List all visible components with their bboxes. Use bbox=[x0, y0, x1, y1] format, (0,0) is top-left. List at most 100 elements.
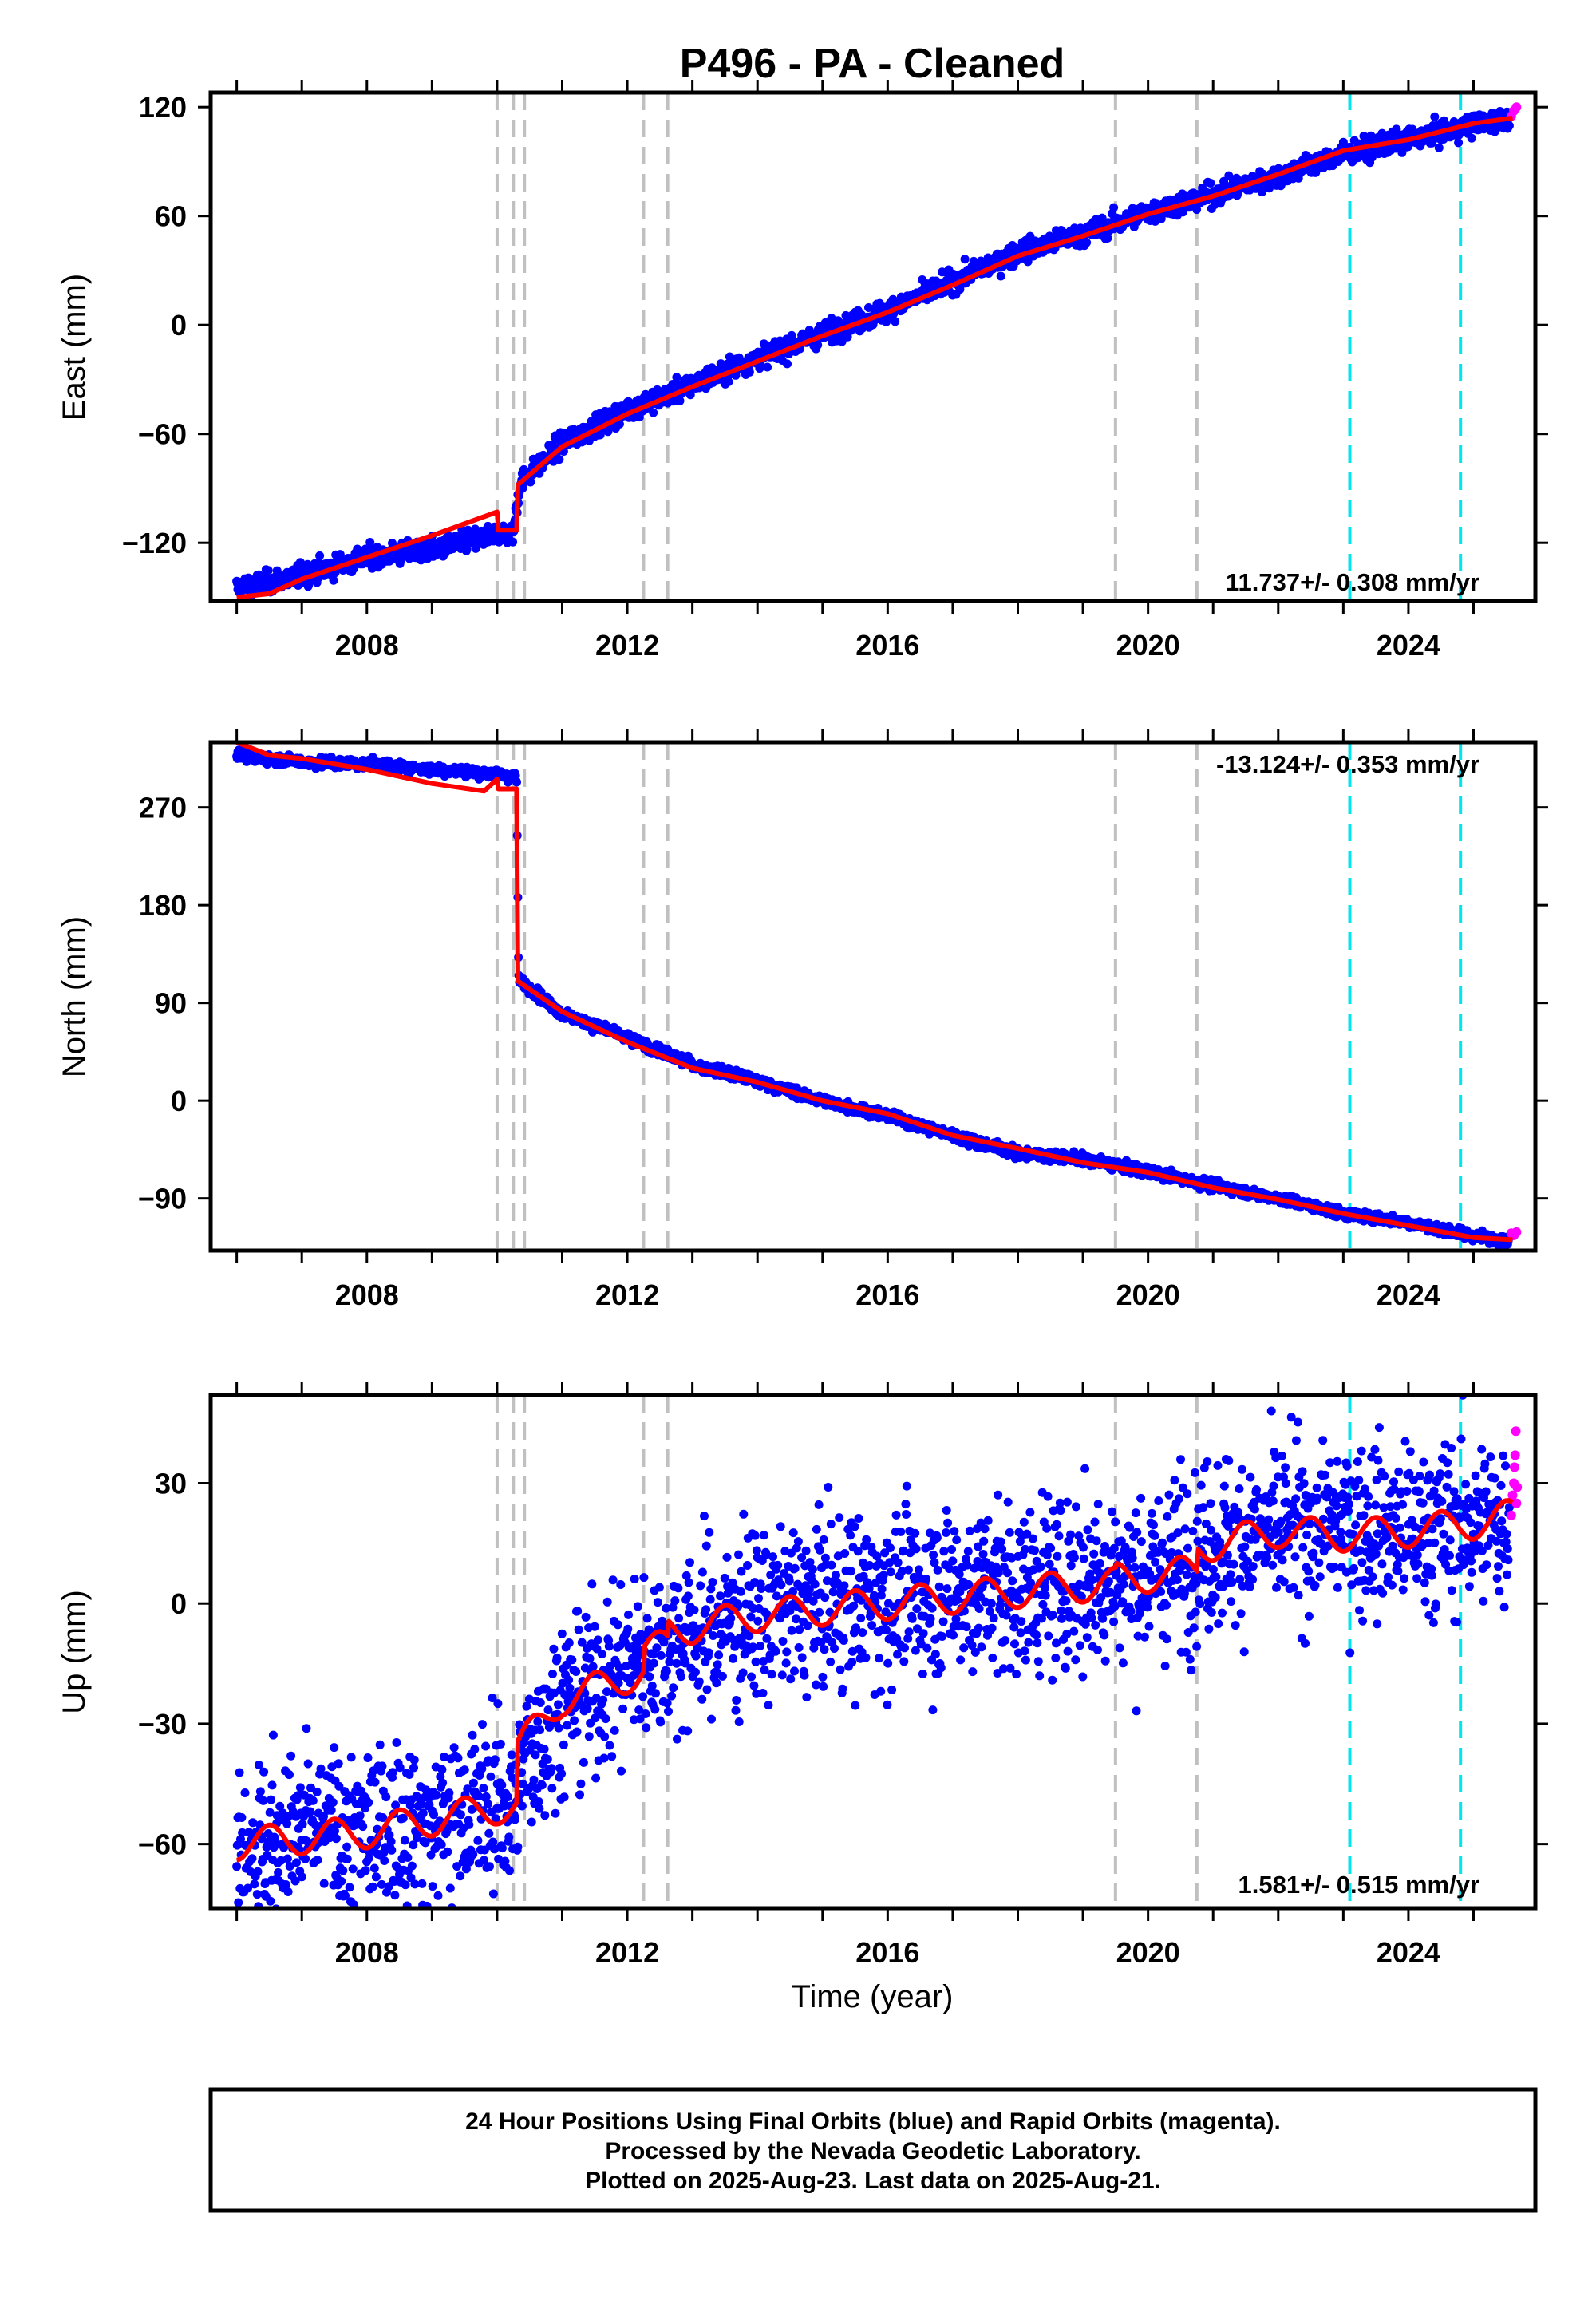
final-orbit-point bbox=[308, 1796, 318, 1805]
final-orbit-point bbox=[282, 1819, 292, 1828]
final-orbit-point bbox=[335, 550, 345, 559]
final-orbit-point bbox=[259, 1796, 268, 1805]
final-orbit-point bbox=[290, 1876, 300, 1886]
final-orbit-point bbox=[302, 1724, 311, 1733]
final-orbit-point bbox=[281, 1880, 290, 1889]
final-orbit-point bbox=[996, 271, 1005, 281]
final-orbit-point bbox=[306, 1807, 315, 1816]
y-tick-label: 180 bbox=[139, 889, 187, 922]
final-orbit-point bbox=[1377, 128, 1387, 138]
final-orbit-point bbox=[319, 1812, 328, 1821]
final-orbit-point bbox=[275, 1801, 285, 1811]
final-orbit-point bbox=[292, 1858, 301, 1867]
final-orbit-point bbox=[275, 1939, 284, 1947]
final-orbit-point bbox=[282, 1854, 292, 1863]
final-orbit-point bbox=[1103, 233, 1112, 243]
final-orbit-point bbox=[1338, 137, 1348, 147]
final-orbit-point bbox=[1206, 179, 1215, 188]
final-orbit-point bbox=[249, 1927, 258, 1936]
final-orbit-point bbox=[672, 373, 681, 382]
final-orbit-point bbox=[337, 1876, 346, 1886]
final-orbit-point bbox=[526, 477, 535, 487]
x-tick-label: 2016 bbox=[855, 1279, 919, 1311]
final-orbit-point bbox=[295, 558, 305, 567]
final-orbit-point bbox=[240, 1919, 249, 1928]
plot-area bbox=[232, 93, 1522, 601]
x-tick-label: 2016 bbox=[855, 629, 919, 662]
x-tick-label: 2008 bbox=[335, 629, 399, 662]
final-orbit-point bbox=[313, 1856, 322, 1865]
final-orbit-point bbox=[1192, 205, 1202, 215]
final-orbit-point bbox=[255, 1787, 265, 1796]
final-orbit-point bbox=[319, 1879, 329, 1888]
final-orbit-point bbox=[745, 367, 754, 377]
final-orbit-point bbox=[252, 1918, 261, 1927]
final-orbit-point bbox=[283, 1887, 293, 1896]
final-orbit-point bbox=[265, 1808, 275, 1817]
final-orbit-point bbox=[342, 1854, 352, 1863]
final-orbit-point bbox=[685, 390, 695, 400]
final-orbit-point bbox=[326, 1805, 336, 1815]
final-orbit-point bbox=[285, 1770, 294, 1780]
final-orbit-point bbox=[346, 1753, 356, 1762]
final-orbit-point bbox=[595, 430, 605, 440]
final-orbit-point bbox=[813, 340, 823, 350]
y-tick-label: 0 bbox=[171, 1085, 187, 1117]
final-orbit-point bbox=[330, 1826, 339, 1836]
model-line bbox=[236, 115, 1513, 600]
final-orbit-point bbox=[508, 537, 518, 547]
final-orbit-point bbox=[1082, 238, 1092, 247]
final-orbit-point bbox=[243, 1883, 252, 1893]
final-orbit-point bbox=[345, 1883, 354, 1892]
y-axis-label: North (mm) bbox=[57, 916, 92, 1077]
y-tick-label: −60 bbox=[138, 418, 187, 451]
velocity-label: -13.124+/- 0.353 mm/yr bbox=[1216, 750, 1479, 778]
final-orbit-point bbox=[1467, 133, 1476, 143]
final-orbit-point bbox=[268, 1730, 278, 1740]
final-orbit-point bbox=[298, 1820, 307, 1829]
final-orbit-point bbox=[327, 1762, 337, 1772]
final-orbit-point bbox=[253, 1867, 263, 1876]
y-tick-label: −90 bbox=[138, 1183, 187, 1215]
final-orbit-point bbox=[960, 255, 970, 264]
final-orbit-point bbox=[274, 1867, 283, 1877]
y-axis-label: East (mm) bbox=[57, 274, 92, 421]
final-orbit-point bbox=[334, 1759, 343, 1769]
final-orbit-point bbox=[286, 1751, 296, 1761]
plot-frame bbox=[208, 740, 1538, 1253]
final-orbit-point bbox=[234, 1898, 243, 1907]
final-orbits-points bbox=[232, 1395, 1514, 1947]
final-orbit-point bbox=[252, 1890, 262, 1899]
final-orbit-point bbox=[240, 1788, 250, 1797]
final-orbit-point bbox=[512, 777, 521, 787]
final-orbit-point bbox=[1109, 203, 1119, 212]
final-orbit-point bbox=[365, 538, 375, 547]
final-orbits-points bbox=[232, 745, 1514, 1251]
x-tick-label: 2012 bbox=[595, 629, 659, 662]
final-orbit-point bbox=[254, 1761, 263, 1769]
final-orbit-point bbox=[331, 1834, 341, 1844]
x-tick-label: 2024 bbox=[1377, 629, 1440, 662]
final-orbit-point bbox=[232, 1862, 242, 1871]
final-orbit-point bbox=[342, 1842, 352, 1852]
final-orbit-point bbox=[724, 377, 733, 386]
final-orbit-point bbox=[235, 1768, 244, 1777]
final-orbit-point bbox=[891, 317, 900, 326]
final-orbit-point bbox=[276, 1856, 286, 1865]
final-orbit-point bbox=[315, 551, 325, 560]
final-orbit-point bbox=[338, 1866, 348, 1875]
final-orbits-points bbox=[232, 107, 1514, 601]
final-orbit-point bbox=[297, 1872, 306, 1882]
final-orbit-point bbox=[1504, 121, 1514, 130]
final-orbit-point bbox=[246, 1919, 255, 1928]
rapid-orbits-points bbox=[1506, 102, 1522, 121]
y-tick-label: 60 bbox=[155, 200, 187, 233]
final-orbit-point bbox=[763, 362, 772, 372]
final-orbit-point bbox=[1257, 188, 1266, 197]
final-orbit-point bbox=[279, 1843, 289, 1852]
final-orbit-point bbox=[341, 1891, 350, 1900]
